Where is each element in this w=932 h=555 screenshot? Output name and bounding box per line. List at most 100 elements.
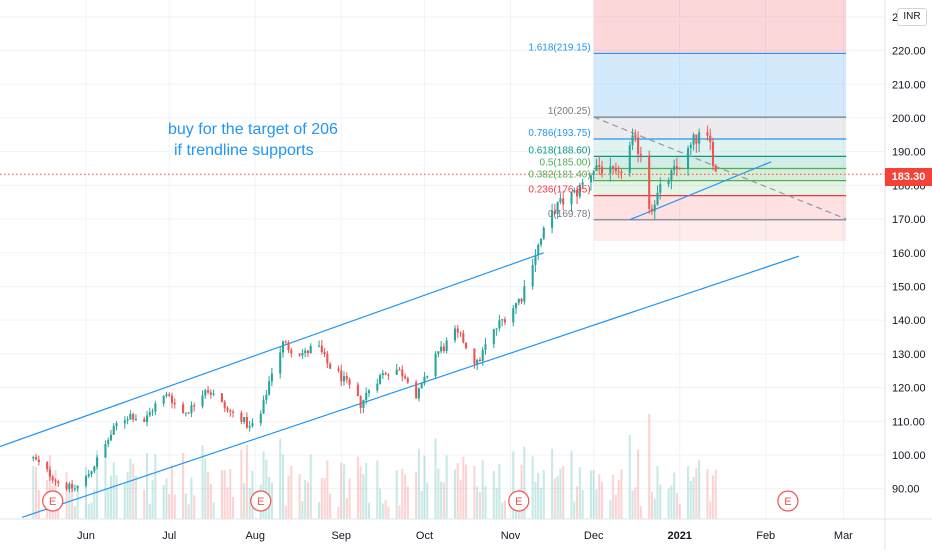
candle-body xyxy=(670,170,673,181)
volume-bar xyxy=(440,481,443,519)
volume-bar xyxy=(265,459,268,519)
currency-badge[interactable]: INR xyxy=(897,8,927,26)
volume-bars xyxy=(32,414,717,519)
candle-body xyxy=(123,420,126,424)
candle-body xyxy=(162,395,165,404)
candle-body xyxy=(342,376,346,382)
fib-zone xyxy=(593,0,847,54)
volume-bar xyxy=(73,506,76,519)
annotation-line-2[interactable]: if trendline supports xyxy=(174,142,314,159)
candle-body xyxy=(262,399,265,414)
candle-body xyxy=(589,175,592,183)
volume-bar xyxy=(395,470,398,519)
volume-bar xyxy=(229,468,232,519)
volume-bar xyxy=(381,503,384,519)
candle-body xyxy=(420,383,423,389)
candle-body xyxy=(656,192,659,205)
volume-bar xyxy=(415,472,418,519)
candle-body xyxy=(709,135,712,143)
grid xyxy=(0,0,885,519)
volume-bar xyxy=(68,485,71,519)
candle-body xyxy=(337,368,340,371)
volume-bar xyxy=(320,477,323,519)
candles xyxy=(32,125,717,493)
fib-level-label: 0.786(193.75) xyxy=(528,128,590,139)
volume-bar xyxy=(193,495,196,519)
fib-level-label: 0(169.78) xyxy=(548,209,591,220)
volume-bar xyxy=(168,493,171,519)
volume-bar xyxy=(465,464,468,519)
fib-zone xyxy=(593,180,847,196)
candle-body xyxy=(381,373,384,376)
candle-body xyxy=(553,210,556,214)
candle-body xyxy=(279,352,282,374)
candle-body xyxy=(531,264,534,287)
volume-bar xyxy=(281,454,285,519)
fib-fills xyxy=(593,0,847,241)
volume-bar xyxy=(115,475,118,519)
candle-body xyxy=(193,405,196,407)
earnings-marker-label: E xyxy=(515,496,522,508)
candle-body xyxy=(104,443,107,458)
candle-body xyxy=(562,198,565,205)
candle-body xyxy=(406,378,409,383)
candle-body xyxy=(578,184,581,197)
volume-bar xyxy=(559,468,562,519)
volume-bar xyxy=(365,462,368,519)
candle-body xyxy=(76,485,79,489)
volume-bar xyxy=(170,464,174,519)
candle-body xyxy=(551,210,554,228)
price-axis[interactable]: 90.00 100.00 110.00 120.00 130.00 140.00 150.0… xyxy=(892,12,926,496)
earnings-marker-circle xyxy=(42,490,64,512)
candle-body xyxy=(595,165,598,172)
volume-bar xyxy=(620,469,623,519)
candle-body xyxy=(379,375,382,384)
candle-body xyxy=(287,342,290,350)
candle-body xyxy=(251,423,254,427)
candle-body xyxy=(220,393,223,402)
volume-bar xyxy=(37,489,40,519)
volume-bar xyxy=(301,501,304,519)
volume-bar xyxy=(670,485,673,519)
candle-body xyxy=(592,171,595,176)
volume-bar xyxy=(287,475,290,519)
candle-body xyxy=(320,345,323,353)
volume-bar xyxy=(96,450,99,519)
price-tick-label: 160.00 xyxy=(892,248,926,260)
candle-body xyxy=(270,373,273,382)
volume-bar xyxy=(248,487,251,519)
candle-body xyxy=(87,474,90,477)
candle-body xyxy=(201,395,204,407)
time-axis[interactable]: Jun Jul Aug Sep Oct Nov Dec 2021 Feb Mar xyxy=(77,530,853,542)
price-tick-label: 140.00 xyxy=(892,315,926,327)
price-tick-label: 220.00 xyxy=(892,46,926,58)
volume-bar xyxy=(423,455,426,519)
candle-body xyxy=(229,410,232,412)
price-tick-label: 120.00 xyxy=(892,383,926,395)
candle-body xyxy=(54,480,57,482)
candle-body xyxy=(570,191,573,205)
candle-body xyxy=(248,426,251,428)
volume-bar xyxy=(226,487,229,519)
volume-bar xyxy=(628,434,631,519)
candle-body xyxy=(384,373,387,375)
candle-body xyxy=(612,166,615,169)
candle-body xyxy=(434,353,437,377)
annotation-line-1[interactable]: buy for the target of 206 xyxy=(168,121,338,138)
price-tick-label: 100.00 xyxy=(892,450,926,462)
time-tick-label: Oct xyxy=(416,530,433,542)
volume-bar xyxy=(240,449,243,519)
volume-bar xyxy=(481,460,484,519)
candle-body xyxy=(306,350,309,354)
volume-bar xyxy=(318,502,321,519)
volume-bar xyxy=(379,488,382,519)
volume-bar xyxy=(673,472,676,519)
earnings-marker-circle xyxy=(250,490,272,512)
candle-body xyxy=(212,393,215,395)
volume-bar xyxy=(154,454,157,519)
candle-body xyxy=(689,144,692,149)
volume-bar xyxy=(359,466,362,519)
